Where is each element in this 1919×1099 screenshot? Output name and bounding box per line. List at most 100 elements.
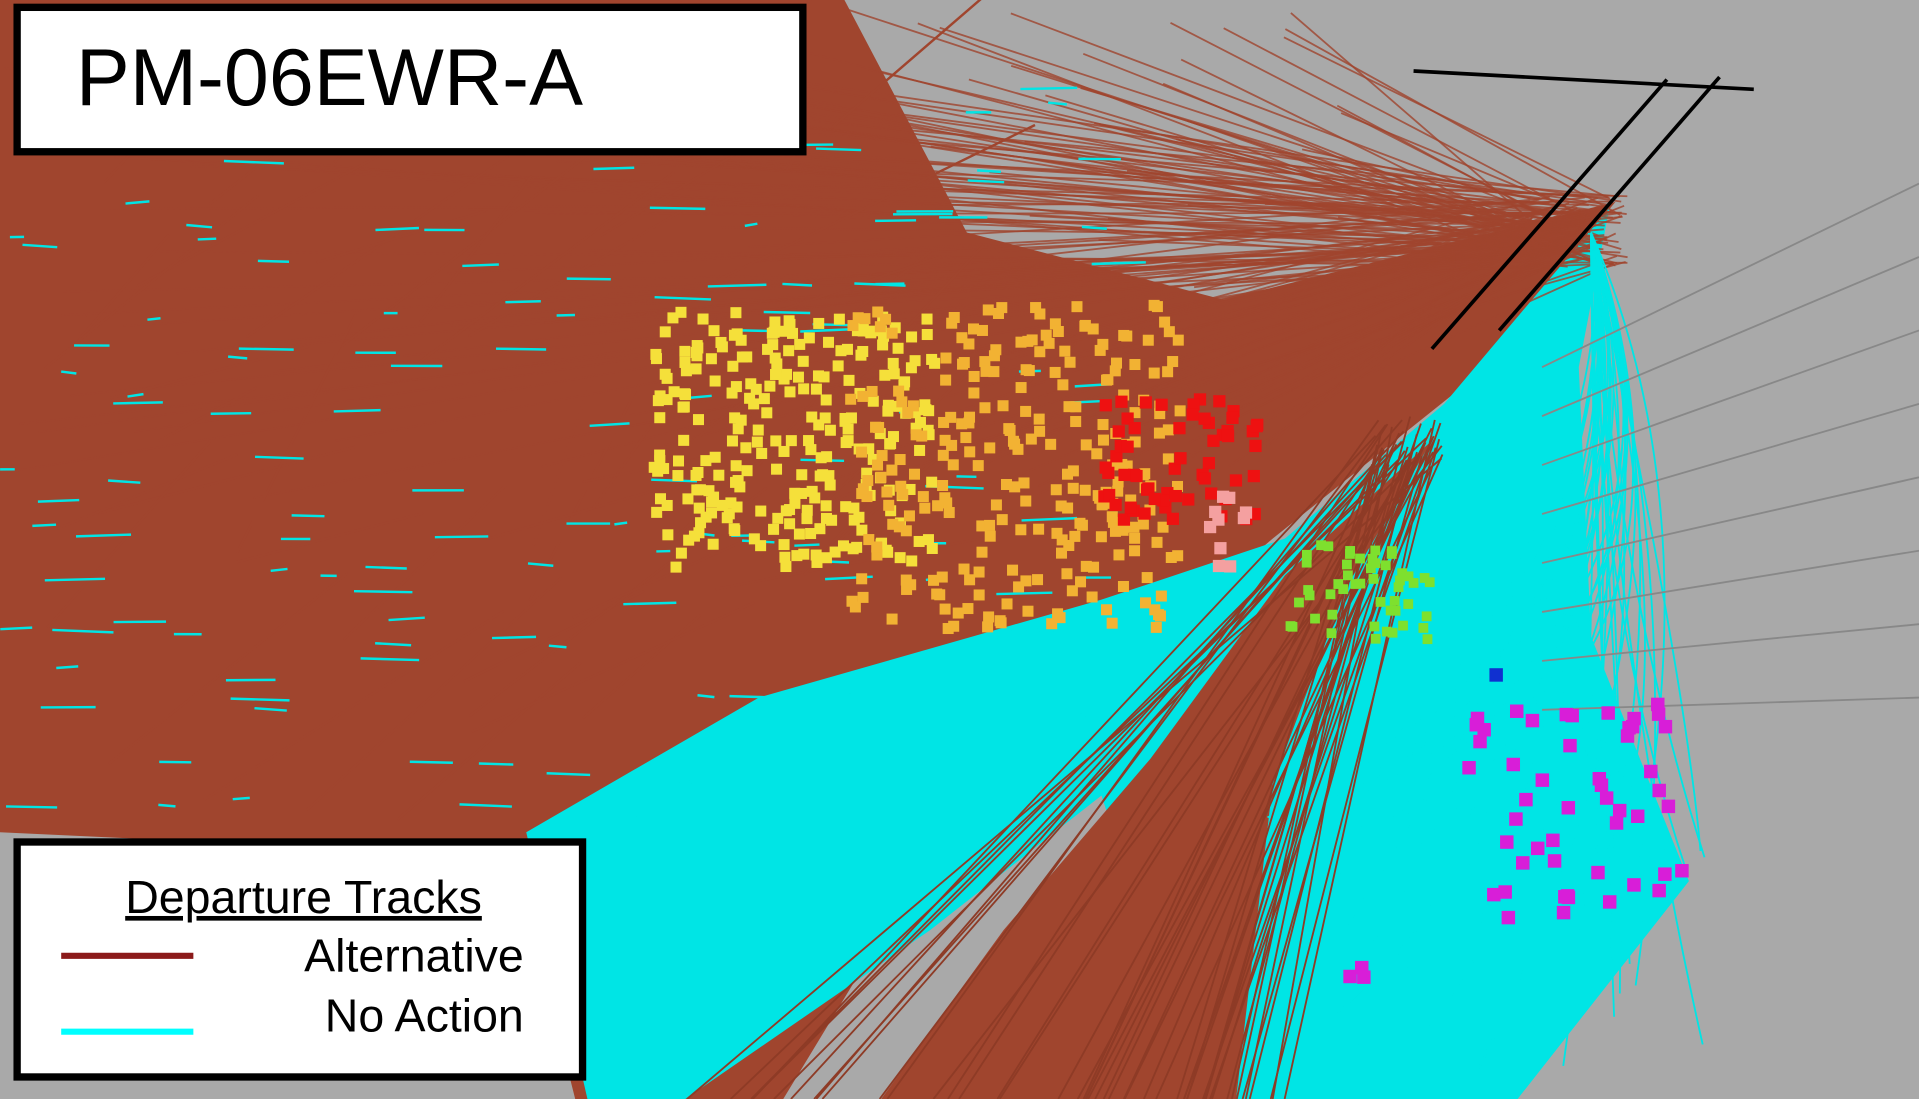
noise-point (1005, 425, 1016, 436)
noise-point (783, 345, 794, 356)
noise-point (770, 369, 781, 380)
noise-point (1033, 524, 1044, 535)
noise-point (778, 446, 789, 457)
noise-point (980, 366, 991, 377)
noise-point (1627, 878, 1640, 891)
noise-point (1149, 300, 1160, 311)
noise-point (848, 543, 859, 554)
noise-point (969, 371, 980, 382)
noise-point (1423, 634, 1433, 644)
noise-point (1500, 835, 1513, 848)
noise-point (1070, 401, 1081, 412)
noise-point (881, 486, 892, 497)
noise-point (1507, 758, 1520, 771)
noise-point (1355, 554, 1365, 564)
noise-point (1100, 399, 1112, 411)
noise-point (1051, 484, 1062, 495)
noise-point (679, 357, 690, 368)
noise-point (755, 506, 766, 517)
no-action-track (505, 301, 540, 302)
noise-point (654, 450, 665, 461)
noise-point (1118, 581, 1129, 592)
noise-point (875, 472, 886, 483)
noise-point (904, 510, 915, 521)
noise-point (850, 601, 861, 612)
noise-point (1294, 598, 1304, 608)
noise-point (1034, 414, 1045, 425)
noise-point (715, 337, 726, 348)
no-action-track (650, 208, 705, 209)
noise-point (706, 353, 717, 364)
noise-point (1626, 720, 1639, 733)
noise-point (1096, 531, 1107, 542)
noise-point (798, 549, 809, 560)
noise-point (1175, 405, 1186, 416)
noise-point (938, 450, 949, 461)
noise-point (680, 389, 691, 400)
noise-point (1034, 426, 1045, 437)
no-action-track (228, 357, 247, 359)
noise-point (835, 345, 846, 356)
noise-point (1251, 420, 1263, 432)
noise-point (964, 446, 975, 457)
noise-point (906, 362, 917, 373)
noise-point (1045, 439, 1056, 450)
noise-point (1088, 562, 1099, 573)
noise-point (973, 460, 984, 471)
noise-point (1595, 779, 1608, 792)
noise-point (1149, 368, 1160, 379)
noise-point (1129, 545, 1140, 556)
noise-point (1156, 399, 1168, 411)
noise-point (1199, 472, 1211, 484)
noise-point (729, 412, 740, 423)
no-action-track (816, 149, 861, 151)
noise-point (1007, 565, 1018, 576)
noise-point (1369, 622, 1379, 632)
noise-point (1129, 359, 1140, 370)
noise-point (1591, 866, 1604, 879)
no-action-track (833, 697, 849, 698)
no-action-track (211, 413, 251, 414)
noise-point (963, 338, 974, 349)
noise-point (1357, 970, 1370, 983)
noise-point (1068, 465, 1079, 476)
noise-point (946, 318, 957, 329)
noise-point (1305, 590, 1315, 600)
noise-point (1224, 560, 1236, 572)
noise-point (1118, 525, 1129, 536)
noise-point (887, 614, 898, 625)
noise-point (871, 541, 882, 552)
no-action-track (549, 646, 567, 648)
noise-point (1509, 812, 1522, 825)
noise-point (1070, 416, 1081, 427)
noise-point (1516, 856, 1529, 869)
noise-point (713, 470, 724, 481)
noise-point (991, 499, 1002, 510)
noise-point (940, 435, 951, 446)
noise-point (1222, 430, 1234, 442)
noise-point (1387, 546, 1397, 556)
noise-point (953, 608, 964, 619)
noise-point (937, 480, 948, 491)
noise-point (679, 346, 690, 357)
noise-point (1021, 364, 1032, 375)
noise-point (1140, 597, 1151, 608)
noise-point (984, 520, 995, 531)
noise-point (1345, 546, 1355, 556)
noise-point (982, 621, 993, 632)
noise-point (843, 424, 854, 435)
noise-point (798, 356, 809, 367)
no-action-track (623, 603, 676, 604)
noise-point (922, 314, 933, 325)
no-action-track (113, 402, 163, 403)
noise-point (968, 323, 979, 334)
noise-point (1390, 596, 1400, 606)
no-action-track (435, 536, 488, 537)
noise-point (1248, 470, 1260, 482)
track-map: PM-06EWR-A Departure Tracks Alternative … (0, 0, 1919, 1099)
noise-point (983, 611, 994, 622)
legend-title: Departure Tracks (125, 871, 482, 923)
no-action-track (977, 170, 1001, 171)
noise-point (693, 527, 704, 538)
no-action-track (996, 593, 1052, 594)
